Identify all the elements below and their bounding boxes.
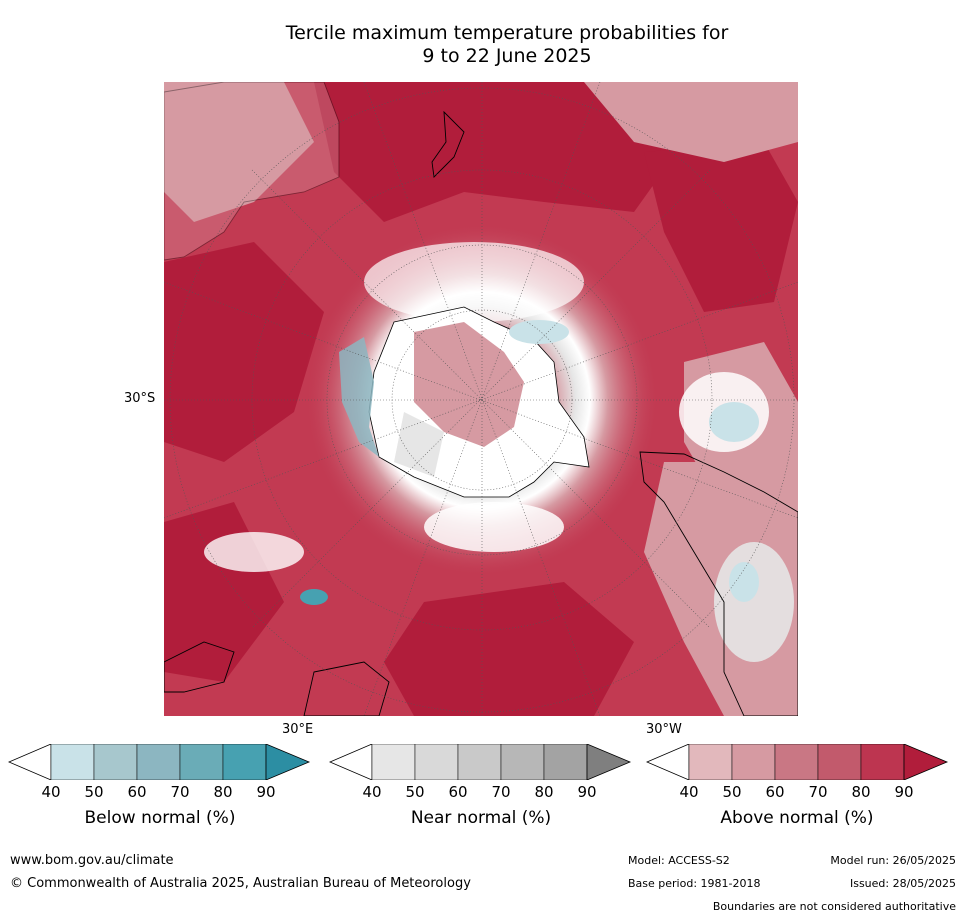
footer-disclaimer: Boundaries are not considered authoritat…	[712, 900, 956, 913]
below-normal-title: Below normal (%)	[84, 808, 236, 828]
near-normal-title: Near normal (%)	[410, 808, 552, 828]
map-canvas	[164, 82, 798, 716]
below-normal-tick-label: 90	[256, 783, 276, 801]
above-normal-tick-label: 50	[722, 783, 742, 801]
below-normal-tick-label: 50	[84, 783, 104, 801]
near-normal-segment	[543, 744, 588, 780]
below-normal-segment	[50, 744, 95, 780]
footer-base-period: Base period: 1981-2018	[628, 877, 761, 890]
above-normal-extend-high	[903, 744, 949, 780]
above-normal-segment	[817, 744, 862, 780]
graticule	[164, 82, 798, 716]
south-america-outline	[639, 451, 798, 716]
antarctica-near-normal-patch	[394, 412, 444, 477]
region-light-nw	[164, 82, 314, 222]
region-light-ne	[584, 82, 798, 162]
below-normal-segment	[179, 744, 224, 780]
new-zealand-outline	[431, 110, 465, 178]
ring-white-south	[424, 502, 564, 552]
above-normal-tick-label: 70	[808, 783, 828, 801]
below-normal-segment	[93, 744, 138, 780]
below-normal-tick-label: 60	[127, 783, 147, 801]
near-normal-segment	[414, 744, 459, 780]
colorbar-below-normal	[8, 744, 311, 780]
colorbar-above-normal	[646, 744, 949, 780]
patch-blue-se	[729, 562, 759, 602]
near-normal-extend-low	[329, 744, 373, 780]
below-normal-segment	[136, 744, 181, 780]
africa-outline	[164, 641, 390, 716]
antarctica-warm-core	[414, 322, 524, 447]
above-normal-tick-label: 90	[894, 783, 914, 801]
patch-grey-se	[714, 542, 794, 662]
footer-issued: Issued: 28/05/2025	[849, 877, 956, 890]
below-normal-segment	[222, 744, 267, 780]
lat-label-30s: 30°S	[124, 391, 156, 406]
above-normal-segment	[688, 744, 733, 780]
near-normal-tick-label: 80	[534, 783, 554, 801]
near-normal-segment	[500, 744, 545, 780]
antarctica-blue-edge	[339, 337, 379, 457]
above-normal-tick-label: 80	[851, 783, 871, 801]
below-normal-tick-label: 70	[170, 783, 190, 801]
region-dark-south	[384, 582, 634, 716]
above-normal-tick-label: 40	[679, 783, 699, 801]
above-normal-tick-label: 60	[765, 783, 785, 801]
probability-map	[164, 82, 798, 716]
footer-copyright: © Commonwealth of Australia 2025, Austra…	[10, 876, 471, 891]
ring-white-north	[364, 242, 584, 322]
patch-blue-east	[709, 402, 759, 442]
near-normal-tick-label: 90	[577, 783, 597, 801]
chart-title: Tercile maximum temperature probabilitie…	[164, 22, 850, 68]
below-normal-tick-label: 40	[41, 783, 61, 801]
australia-outline	[164, 82, 340, 261]
near-normal-tick-label: 60	[448, 783, 468, 801]
region-dark-north	[314, 82, 684, 222]
title-line-1: Tercile maximum temperature probabilitie…	[285, 22, 729, 44]
footer-model-run: Model run: 26/05/2025	[830, 854, 956, 867]
near-normal-tick-label: 70	[491, 783, 511, 801]
patch-blue-sw	[300, 589, 328, 605]
colorbar-near-normal	[329, 744, 632, 780]
below-normal-extend-low	[8, 744, 52, 780]
patch-white-sw	[204, 532, 304, 572]
below-normal-extend-high	[265, 744, 311, 780]
below-normal-tick-label: 80	[213, 783, 233, 801]
above-normal-segment	[731, 744, 776, 780]
lon-label-30e: 30°E	[282, 722, 314, 737]
near-normal-segment	[457, 744, 502, 780]
above-normal-title: Above normal (%)	[720, 808, 874, 828]
region-dark-northeast	[644, 142, 798, 312]
near-normal-extend-high	[586, 744, 632, 780]
near-normal-tick-label: 50	[405, 783, 425, 801]
lon-label-30w: 30°W	[646, 722, 682, 737]
title-line-2: 9 to 22 June 2025	[422, 45, 592, 67]
near-normal-tick-label: 40	[362, 783, 382, 801]
ross-sea-blue	[509, 320, 569, 344]
footer-url[interactable]: www.bom.gov.au/climate	[10, 853, 174, 868]
above-normal-segment	[774, 744, 819, 780]
above-normal-segment	[860, 744, 905, 780]
near-normal-segment	[371, 744, 416, 780]
above-normal-extend-low	[646, 744, 690, 780]
footer-model: Model: ACCESS-S2	[628, 854, 730, 867]
